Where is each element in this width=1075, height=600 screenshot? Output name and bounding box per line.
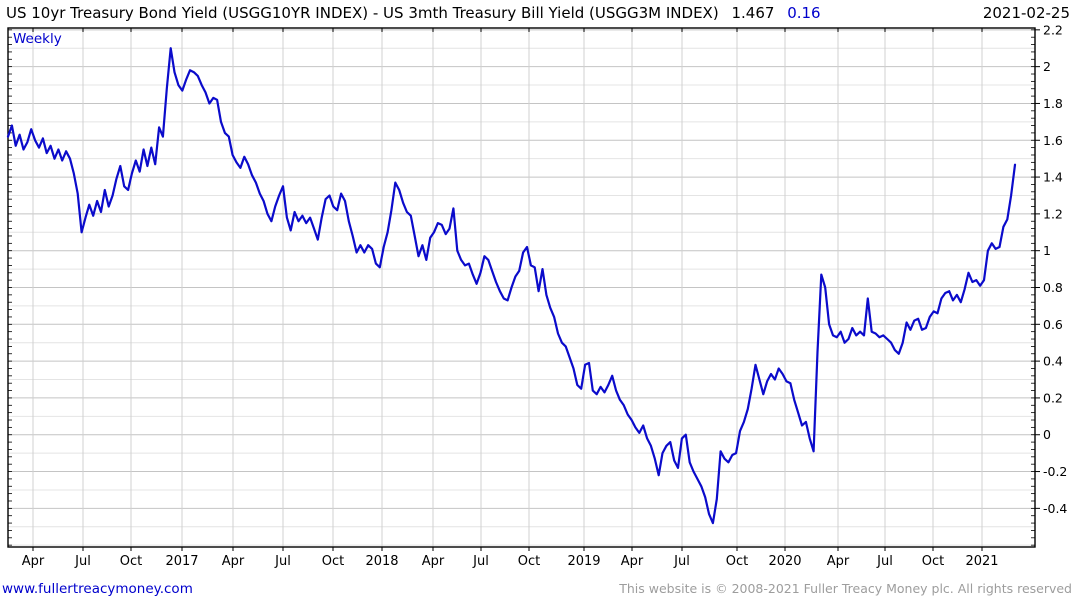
chart-change-value: 0.16 xyxy=(787,4,821,22)
svg-text:2017: 2017 xyxy=(165,554,198,569)
svg-text:Apr: Apr xyxy=(22,554,45,569)
svg-text:Jul: Jul xyxy=(274,554,291,569)
svg-text:1: 1 xyxy=(1043,243,1051,258)
header-bar: US 10yr Treasury Bond Yield (USGG10YR IN… xyxy=(6,4,1070,22)
svg-text:-0.2: -0.2 xyxy=(1043,464,1067,479)
svg-text:Apr: Apr xyxy=(422,554,445,569)
site-link[interactable]: www.fullertreacymoney.com xyxy=(2,581,193,597)
svg-text:Oct: Oct xyxy=(518,554,540,569)
svg-text:2018: 2018 xyxy=(365,554,398,569)
svg-text:2: 2 xyxy=(1043,59,1051,74)
copyright-text: This website is © 2008-2021 Fuller Treac… xyxy=(619,581,1072,596)
svg-text:Apr: Apr xyxy=(827,554,850,569)
svg-text:0: 0 xyxy=(1043,427,1051,442)
svg-text:0.4: 0.4 xyxy=(1043,354,1063,369)
chart-last-value: 1.467 xyxy=(731,4,775,22)
chart-title-text: US 10yr Treasury Bond Yield (USGG10YR IN… xyxy=(6,4,719,22)
svg-text:Jul: Jul xyxy=(472,554,489,569)
svg-text:1.8: 1.8 xyxy=(1043,96,1063,111)
chart-title: US 10yr Treasury Bond Yield (USGG10YR IN… xyxy=(6,4,821,22)
svg-text:Oct: Oct xyxy=(120,554,142,569)
svg-text:2.2: 2.2 xyxy=(1043,22,1063,37)
svg-text:Oct: Oct xyxy=(726,554,748,569)
svg-text:Jul: Jul xyxy=(74,554,91,569)
svg-text:Jul: Jul xyxy=(876,554,893,569)
svg-text:1.4: 1.4 xyxy=(1043,170,1063,185)
frequency-label: Weekly xyxy=(13,31,62,47)
svg-text:-0.4: -0.4 xyxy=(1043,501,1067,516)
svg-text:0.2: 0.2 xyxy=(1043,390,1063,405)
svg-text:2020: 2020 xyxy=(768,554,801,569)
svg-text:Apr: Apr xyxy=(621,554,644,569)
svg-text:0.8: 0.8 xyxy=(1043,280,1063,295)
svg-text:1.2: 1.2 xyxy=(1043,206,1063,221)
svg-text:2019: 2019 xyxy=(567,554,600,569)
svg-text:1.6: 1.6 xyxy=(1043,133,1063,148)
svg-text:Oct: Oct xyxy=(322,554,344,569)
svg-text:0.6: 0.6 xyxy=(1043,317,1063,332)
chart-date: 2021-02-25 xyxy=(982,4,1070,22)
svg-text:Apr: Apr xyxy=(222,554,245,569)
svg-text:2021: 2021 xyxy=(965,554,998,569)
svg-text:Jul: Jul xyxy=(673,554,690,569)
svg-text:Oct: Oct xyxy=(922,554,944,569)
